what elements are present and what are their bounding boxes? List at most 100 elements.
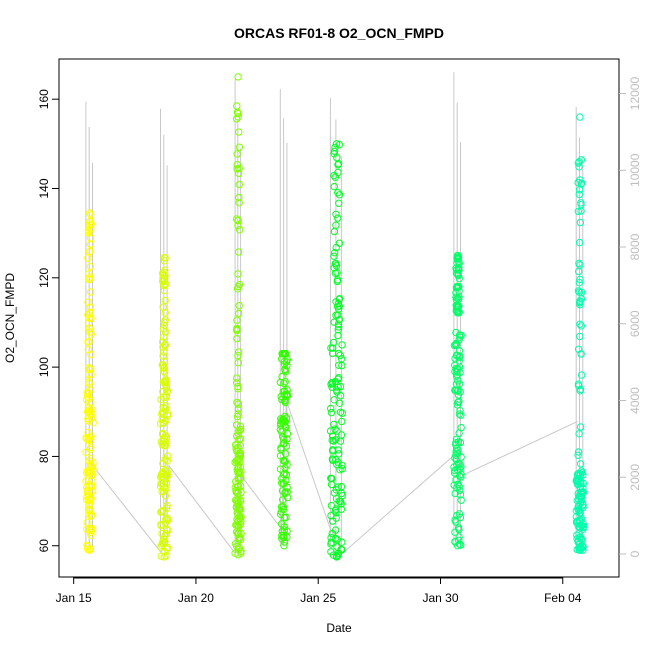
data-point	[86, 365, 94, 373]
flight-series-rf04	[276, 350, 292, 550]
data-point	[574, 380, 583, 388]
data-point	[163, 501, 171, 510]
data-point	[159, 387, 167, 396]
data-point	[328, 475, 336, 483]
y2-tick-label: 6000	[628, 310, 642, 337]
data-point	[280, 457, 289, 465]
data-point	[236, 458, 244, 466]
data-point	[334, 214, 342, 222]
data-point	[576, 387, 584, 395]
data-point	[235, 280, 244, 289]
data-point	[87, 524, 96, 532]
data-point	[232, 421, 241, 429]
data-point	[327, 380, 335, 388]
data-point	[336, 466, 344, 474]
data-point	[88, 511, 96, 519]
data-point	[456, 491, 465, 499]
data-point	[579, 501, 587, 509]
data-point	[332, 514, 340, 522]
data-point	[330, 150, 338, 158]
data-point	[281, 396, 289, 404]
data-point	[576, 332, 584, 341]
data-point	[452, 296, 460, 304]
y-tick-label: 160	[37, 89, 51, 109]
data-point	[334, 349, 343, 358]
data-point	[576, 471, 585, 479]
data-point	[86, 288, 95, 296]
data-point	[575, 279, 584, 287]
data-point	[577, 460, 585, 468]
data-point	[452, 293, 460, 301]
data-point	[86, 262, 95, 271]
data-point	[162, 515, 170, 523]
data-point	[332, 311, 340, 319]
data-point	[575, 163, 583, 171]
data-point	[84, 226, 93, 234]
data-point	[159, 403, 167, 411]
data-point	[575, 238, 584, 247]
data-point	[163, 516, 172, 524]
data-point	[234, 385, 242, 393]
data-point	[281, 450, 290, 458]
data-point	[330, 182, 338, 191]
data-point	[573, 531, 581, 539]
data-point	[87, 462, 95, 470]
data-point	[235, 301, 243, 310]
data-point	[88, 482, 96, 490]
data-point	[85, 507, 93, 515]
data-point	[328, 529, 336, 538]
data-point	[233, 108, 242, 117]
data-point	[453, 484, 461, 492]
data-point	[234, 270, 242, 278]
data-point	[162, 471, 170, 479]
data-point	[280, 480, 288, 488]
data-point	[451, 489, 459, 498]
data-point	[576, 297, 584, 305]
data-point	[160, 282, 168, 290]
data-point	[454, 398, 462, 406]
data-point	[455, 264, 463, 272]
data-point	[334, 446, 342, 454]
data-point	[160, 348, 168, 356]
data-point	[233, 334, 241, 343]
data-point	[86, 328, 94, 336]
data-point	[451, 367, 459, 376]
data-point	[160, 553, 168, 561]
data-point	[577, 322, 585, 330]
data-point	[87, 487, 95, 496]
data-point	[573, 470, 582, 478]
data-point	[84, 414, 92, 423]
data-point	[85, 248, 94, 256]
data-point	[451, 341, 460, 349]
data-point	[577, 492, 585, 501]
data-point	[575, 186, 584, 194]
data-point	[574, 345, 583, 353]
data-point	[331, 249, 339, 257]
data-point	[233, 161, 241, 169]
data-point	[84, 229, 93, 237]
data-point	[451, 528, 459, 536]
data-point	[235, 180, 244, 189]
data-point	[234, 451, 243, 459]
data-point	[280, 514, 289, 522]
data-point	[159, 361, 167, 369]
data-point	[159, 352, 167, 360]
data-point	[159, 303, 167, 311]
data-point	[85, 209, 94, 217]
data-point	[454, 303, 462, 311]
data-point	[335, 239, 344, 247]
data-point	[234, 545, 243, 554]
flight-series-rf05	[326, 140, 346, 561]
data-point	[85, 467, 94, 475]
y-tick-label: 120	[37, 267, 51, 287]
data-point	[280, 439, 288, 448]
data-point	[281, 378, 289, 386]
data-point	[334, 375, 342, 383]
data-point	[337, 431, 346, 439]
data-point	[335, 191, 344, 199]
data-point	[456, 333, 464, 341]
data-point	[280, 350, 288, 358]
x-axis-label: Date	[326, 621, 352, 635]
data-point	[332, 456, 340, 464]
